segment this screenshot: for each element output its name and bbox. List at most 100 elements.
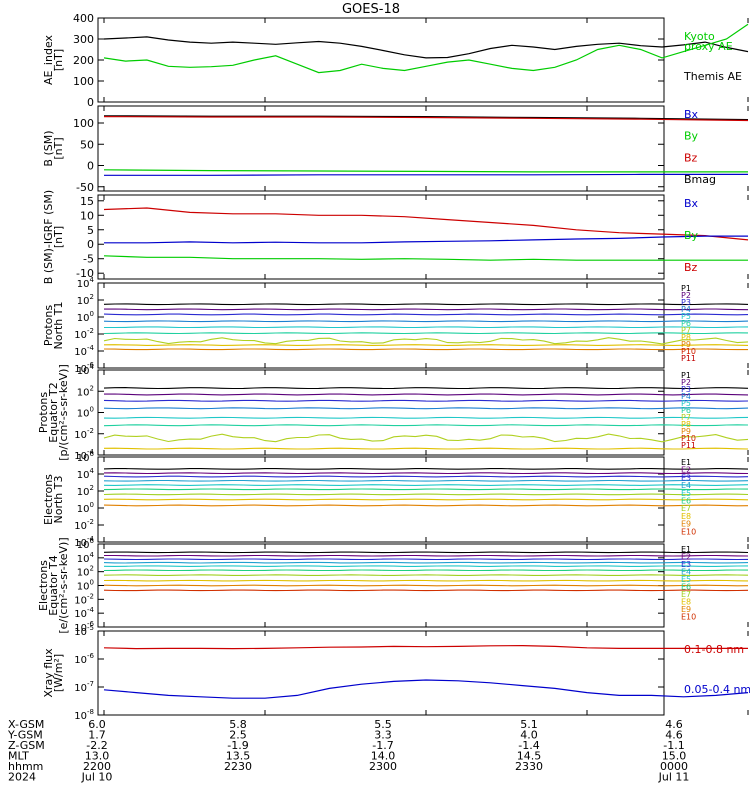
footer-value: 2.5 [229, 729, 247, 742]
footer-value: 4.6 [665, 718, 683, 731]
y-tick-label: 106 [77, 450, 95, 464]
y-axis-label: [nT] [52, 49, 65, 71]
channel-line [103, 332, 749, 335]
y-tick-label: -10 [76, 267, 94, 280]
series-line [103, 255, 748, 261]
y-tick-label: -50 [76, 181, 94, 194]
series-line [103, 679, 749, 699]
legend-entry: E5 [681, 575, 691, 584]
y-tick-label: 10-4 [74, 606, 94, 620]
channel-line [103, 498, 749, 501]
y-tick-label: 10-8 [74, 708, 94, 722]
panel-xray: 10-8 10-7 10-6 10-5 Xray flux[W/m²] 0.1-0.8 n… [42, 624, 750, 722]
legend-entry: P2 [681, 291, 691, 300]
legend-entry: Bmag [684, 173, 716, 186]
y-tick-exponent: -7 [87, 680, 94, 688]
y-axis-label: [e/(cm²-s-sr-keV)] [57, 537, 70, 633]
channel-line [103, 565, 749, 567]
legend-entry: Bx [684, 197, 699, 210]
y-tick-label: 10-4 [74, 344, 94, 358]
footer-value: 5.5 [374, 718, 392, 731]
y-axis-label: AE_index [42, 34, 55, 85]
series-line [103, 36, 749, 59]
y-tick-exponent: -6 [87, 652, 95, 660]
series-line [103, 23, 749, 74]
y-tick-exponent: 4 [90, 467, 95, 475]
y-tick-label: 100 [77, 579, 94, 593]
y-axis-label: B (SM)-IGRF (SM) [42, 190, 55, 284]
y-tick-exponent: 2 [90, 384, 94, 392]
y-tick-exponent: 2 [90, 565, 94, 573]
legend-entry: P11 [681, 354, 696, 363]
legend-entry: E1 [681, 458, 691, 467]
series-line [103, 116, 749, 122]
y-axis-label: [p/(cm²-s-sr-keV)] [57, 364, 70, 461]
footer-value: -1.1 [663, 739, 684, 752]
channel-line [103, 569, 749, 572]
panel-frame [97, 17, 665, 103]
footer-value: 2200 [83, 760, 111, 773]
y-tick-label: 100 [73, 117, 94, 130]
y-tick-label: 10-2 [74, 592, 94, 606]
y-tick-label: 10-6 [74, 620, 94, 634]
legend-entry: E4 [681, 481, 691, 490]
y-axis-label: B (SM) [42, 130, 55, 166]
y-axis-label: North T3 [52, 476, 65, 524]
footer-value: 4.0 [520, 729, 538, 742]
channel-line [103, 399, 749, 402]
legend-entry: E4 [681, 568, 691, 577]
y-tick-label: 0 [87, 160, 94, 173]
y-axis-label: [nT] [52, 137, 65, 159]
legend-entry: E1 [681, 545, 691, 554]
y-tick-label: 10-6 [74, 361, 94, 375]
panel-frame [97, 369, 665, 456]
y-tick-label: -5 [83, 253, 94, 266]
legend-entry: E9 [681, 605, 691, 614]
y-tick-label: 102 [77, 484, 94, 498]
channel-line [103, 407, 749, 410]
y-tick-exponent: -8 [87, 708, 94, 716]
y-axis-label: Equator T4 [47, 555, 60, 615]
y-tick-label: 10-4 [74, 448, 94, 462]
y-tick-label: 100 [77, 501, 94, 515]
channel-line [103, 337, 749, 345]
channel-line [103, 344, 749, 346]
legend-entry: P3 [681, 298, 691, 307]
y-axis-label: [nT] [52, 226, 65, 248]
footer-value: 5.1 [520, 718, 538, 731]
footer-row-label: 2024 [8, 771, 36, 784]
footer-value: Jul 11 [658, 771, 690, 784]
y-tick-label: 10-2 [74, 518, 94, 532]
y-tick-label: 10 [80, 209, 94, 222]
y-tick-exponent: -5 [87, 624, 94, 632]
y-tick-exponent: 0 [90, 579, 94, 587]
legend-entry: P2 [681, 378, 691, 387]
y-tick-label: 50 [80, 138, 94, 151]
channel-line [103, 488, 749, 491]
legend-entry: E7 [681, 504, 691, 513]
y-tick-exponent: 4 [90, 363, 95, 371]
y-tick-label: 0 [87, 96, 94, 109]
footer-value: 4.6 [665, 729, 683, 742]
series-line [103, 115, 749, 121]
panel-frame [97, 105, 665, 192]
y-tick-exponent: -2 [87, 327, 94, 335]
footer-value: -1.7 [372, 739, 393, 752]
channel-line [103, 393, 749, 396]
legend-entry: P4 [681, 392, 691, 401]
channel-line [103, 574, 749, 576]
legend-entry: E10 [681, 527, 696, 536]
footer-row-label: MLT [8, 750, 29, 763]
legend-entry: E3 [681, 560, 691, 569]
channel-line [103, 493, 749, 496]
legend-entry: E2 [681, 466, 691, 475]
series-line [103, 644, 748, 650]
channel-line [103, 579, 749, 582]
y-tick-exponent: -6 [87, 620, 95, 628]
legend-entry: P5 [681, 399, 691, 408]
y-tick-label: 100 [73, 75, 94, 88]
panel-frame [97, 630, 665, 716]
